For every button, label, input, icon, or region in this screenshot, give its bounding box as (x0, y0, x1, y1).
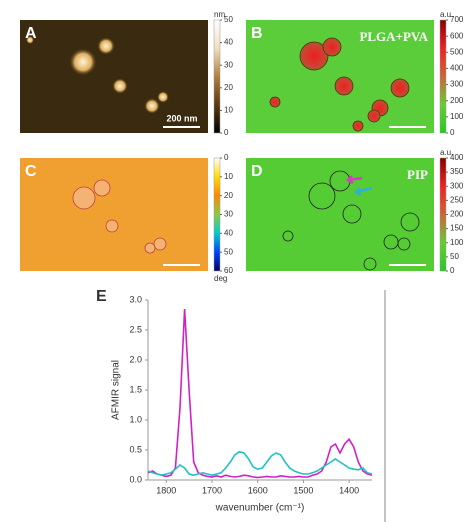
y-tick-label: 0.0 (129, 474, 142, 484)
arrow (353, 186, 373, 197)
colorbar-tick-label: 30 (224, 60, 233, 69)
colorbar-tick-label: 30 (224, 210, 233, 219)
colorbar-tick-label: 40 (224, 38, 233, 47)
panel-label: E (96, 288, 107, 305)
colorbar-tick-label: 0 (224, 128, 229, 137)
particle (153, 237, 167, 251)
annotation: PIP (407, 167, 428, 182)
colorbar-unit: a.u. (440, 10, 453, 19)
colorbar (213, 19, 221, 134)
x-tick-label: 1400 (339, 485, 359, 495)
particle (322, 37, 342, 57)
afm-map (246, 158, 434, 271)
particle (390, 78, 410, 98)
colorbar-tick-label: 200 (450, 96, 464, 105)
colorbar-tick-label: 20 (224, 83, 233, 92)
x-axis-label: wavenumber (cm⁻¹) (215, 503, 305, 514)
colorbar-tick-label: 60 (224, 266, 233, 275)
series-line (147, 450, 373, 477)
panel-label: A (25, 25, 37, 42)
particle (93, 179, 111, 197)
series-line (147, 308, 373, 479)
panel-label: B (251, 25, 263, 42)
colorbar-tick-label: 50 (224, 247, 233, 256)
colorbar-tick-label: 200 (450, 210, 464, 219)
panel-label: D (251, 163, 263, 180)
particle (342, 204, 362, 224)
y-tick-label: 1.5 (129, 384, 142, 394)
particle (308, 182, 336, 210)
colorbar-tick-label: 300 (450, 80, 464, 89)
colorbar-tick-label: 500 (450, 47, 464, 56)
colorbar-unit: a.u. (440, 148, 453, 157)
colorbar-tick-label: 350 (450, 167, 464, 176)
y-axis-label: AFMIR signal (111, 360, 122, 420)
x-tick-label: 1600 (248, 485, 268, 495)
particle (72, 186, 96, 210)
particle (157, 91, 169, 103)
colorbar-unit: nm (214, 10, 225, 19)
afm-map (20, 20, 208, 133)
particle (400, 212, 420, 232)
particle (397, 237, 411, 251)
colorbar-tick-label: 10 (224, 106, 233, 115)
particle (269, 96, 281, 108)
colorbar-tick-label: 50 (450, 252, 459, 261)
particle (105, 219, 119, 233)
colorbar-tick-label: 10 (224, 172, 233, 181)
colorbar-tick-label: 100 (450, 238, 464, 247)
colorbar-tick-label: 0 (224, 153, 229, 162)
colorbar-tick-label: 300 (450, 181, 464, 190)
y-tick-label: 3.0 (129, 294, 142, 304)
x-tick-label: 1700 (202, 485, 222, 495)
colorbar-tick-label: 600 (450, 31, 464, 40)
colorbar-tick-label: 0 (450, 128, 455, 137)
colorbar (439, 19, 447, 134)
particle (144, 98, 160, 114)
colorbar-tick-label: 20 (224, 191, 233, 200)
y-tick-label: 2.0 (129, 354, 142, 364)
colorbar-unit: deg (214, 274, 227, 283)
annotation: PLGA+PVA (359, 29, 428, 44)
colorbar-tick-label: 150 (450, 224, 464, 233)
colorbar-tick-label: 50 (224, 15, 233, 24)
particle (144, 242, 156, 254)
scale-bar-label: 200 nm (166, 113, 197, 123)
particle (26, 36, 34, 44)
particle (363, 257, 377, 271)
particle (97, 37, 115, 55)
colorbar-tick-label: 400 (450, 153, 464, 162)
particle (299, 41, 329, 71)
colorbar-tick-label: 0 (450, 266, 455, 275)
particle (69, 48, 97, 76)
y-tick-label: 1.0 (129, 414, 142, 424)
x-tick-label: 1500 (293, 485, 313, 495)
colorbar (213, 157, 221, 272)
particle (282, 230, 294, 242)
y-tick-label: 2.5 (129, 324, 142, 334)
x-tick-label: 1800 (156, 485, 176, 495)
colorbar (439, 157, 447, 272)
particle (367, 109, 381, 123)
particle (334, 76, 354, 96)
particle (352, 120, 364, 132)
panel-label: C (25, 163, 37, 180)
colorbar-tick-label: 700 (450, 15, 464, 24)
colorbar-tick-label: 400 (450, 64, 464, 73)
colorbar-tick-label: 100 (450, 112, 464, 121)
colorbar-tick-label: 250 (450, 195, 464, 204)
y-tick-label: 0.5 (129, 444, 142, 454)
arrow (345, 175, 363, 185)
afm-map (246, 20, 434, 133)
particle (112, 78, 128, 94)
colorbar-tick-label: 40 (224, 228, 233, 237)
afm-map (20, 158, 208, 271)
